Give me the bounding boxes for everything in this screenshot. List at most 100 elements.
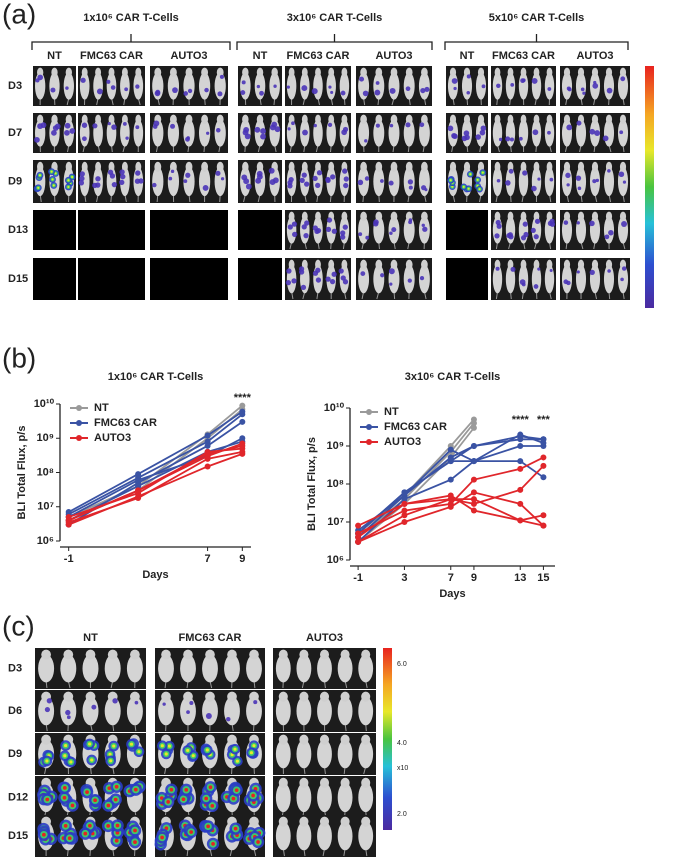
signal <box>449 179 452 182</box>
signal <box>301 85 308 92</box>
signal <box>186 748 190 752</box>
signal <box>408 185 413 190</box>
signal <box>256 84 261 89</box>
mouse <box>373 166 385 197</box>
signal <box>133 787 138 792</box>
bracket <box>236 34 433 50</box>
signal <box>389 231 393 235</box>
signal <box>185 172 191 178</box>
mouse-head <box>340 691 350 702</box>
mouse-head <box>37 161 44 173</box>
column-header: FMC63 CAR <box>287 50 350 62</box>
mouse <box>82 654 99 683</box>
colorbar <box>645 66 654 308</box>
mouse-head <box>95 114 102 125</box>
mouse-head <box>81 161 88 173</box>
mouse-head <box>299 777 309 789</box>
signal <box>91 704 97 710</box>
signal <box>66 715 71 720</box>
data-point <box>447 476 454 483</box>
signal <box>164 752 168 756</box>
column-header: FMC63 CAR <box>179 632 242 644</box>
y-tick-label: 10⁷ <box>327 516 344 528</box>
signal <box>364 176 370 181</box>
mouse <box>202 696 218 726</box>
signal <box>243 126 250 133</box>
signal <box>153 120 160 127</box>
mouse-head <box>507 114 514 125</box>
signal <box>589 220 595 227</box>
mouse-head <box>494 161 501 173</box>
mouse-head <box>619 67 627 78</box>
mouse-head <box>95 67 102 78</box>
mouse-head <box>328 67 335 78</box>
mouse-head <box>169 114 177 125</box>
mouse-head <box>41 734 51 745</box>
signal <box>405 122 411 128</box>
mouse <box>603 166 615 197</box>
signal <box>202 184 209 191</box>
signal <box>595 178 600 183</box>
signal <box>269 124 276 131</box>
signal <box>604 234 610 240</box>
mouse-head <box>201 161 209 173</box>
mouse <box>38 654 55 683</box>
signal <box>129 742 134 746</box>
data-point <box>540 522 547 529</box>
x-tick-label: -1 <box>64 553 74 565</box>
mouse-head <box>520 211 527 222</box>
signal <box>64 122 71 129</box>
signal <box>206 824 210 829</box>
signal <box>476 178 479 181</box>
signal <box>122 122 127 126</box>
data-point <box>447 496 454 503</box>
signal <box>249 751 254 755</box>
image-panel <box>150 210 228 250</box>
signal <box>451 78 458 84</box>
mouse <box>518 264 529 294</box>
signal <box>451 185 454 188</box>
signal <box>532 129 539 136</box>
column-header: AUTO3 <box>576 50 613 62</box>
signal <box>82 136 87 142</box>
signal <box>589 128 596 135</box>
signal <box>453 86 457 91</box>
signal <box>342 126 349 133</box>
mouse-head <box>533 114 540 125</box>
mouse-head <box>619 211 627 222</box>
data-point <box>355 522 362 529</box>
mouse-head <box>271 67 278 78</box>
data-point <box>540 436 547 443</box>
signal <box>311 88 318 95</box>
mouse-head <box>361 649 371 660</box>
signal <box>537 177 541 181</box>
signal <box>422 226 428 232</box>
mouse-head <box>340 649 350 660</box>
mouse <box>403 72 415 100</box>
mouse-head <box>271 114 278 125</box>
signal <box>287 127 291 131</box>
signal <box>107 169 114 175</box>
signal <box>62 795 67 800</box>
mouse <box>167 72 180 100</box>
signal <box>327 122 333 127</box>
signal <box>419 276 425 281</box>
signal <box>67 185 70 189</box>
mouse <box>544 72 555 100</box>
data-point <box>517 443 524 449</box>
series-line <box>68 444 243 522</box>
signal <box>330 90 334 94</box>
mouse-head <box>169 161 177 173</box>
mouse-head <box>51 114 58 125</box>
signal <box>304 181 310 187</box>
legend-label: NT <box>94 402 109 414</box>
mouse-head <box>328 161 335 173</box>
signal <box>168 176 173 181</box>
signal <box>170 169 175 174</box>
mouse-head <box>85 691 96 702</box>
signal <box>285 279 292 286</box>
mouse <box>120 72 130 100</box>
signal <box>106 824 111 828</box>
mouse <box>49 72 60 100</box>
mouse <box>337 739 353 769</box>
